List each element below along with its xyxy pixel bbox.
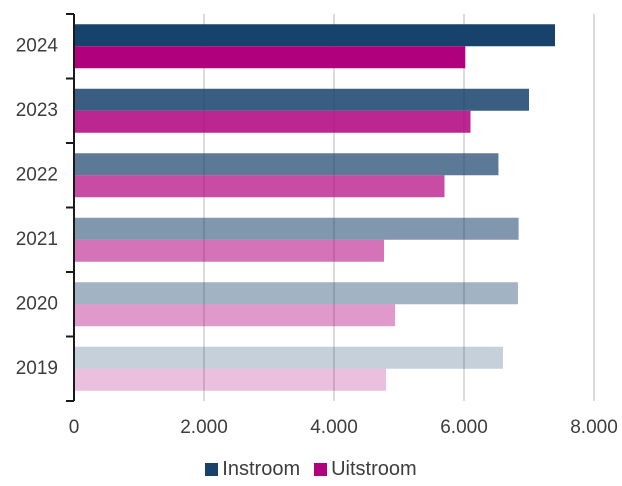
legend-item-instroom[interactable]: Instroom (205, 458, 300, 481)
legend: Instroom Uitstroom (0, 458, 622, 481)
legend-swatch-uitstroom (314, 463, 328, 476)
legend-item-uitstroom[interactable]: Uitstroom (314, 458, 417, 481)
bars (74, 24, 555, 391)
bar-uitstroom-2023 (74, 110, 471, 133)
x-label-3: 6.000 (440, 417, 488, 438)
legend-label-uitstroom: Uitstroom (331, 458, 417, 480)
x-label-1: 2.000 (180, 417, 228, 438)
y-axis (66, 13, 75, 402)
x-label-4: 8.000 (570, 417, 618, 438)
y-label-2022: 2022 (16, 164, 58, 185)
y-label-2020: 2020 (16, 293, 58, 314)
bar-instroom-2024 (74, 24, 555, 47)
bar-uitstroom-2024 (74, 46, 466, 69)
bar-uitstroom-2019 (74, 368, 386, 391)
bar-instroom-2023 (74, 88, 529, 111)
bar-uitstroom-2022 (74, 175, 445, 198)
y-label-2019: 2019 (16, 358, 58, 379)
y-label-2023: 2023 (16, 100, 58, 121)
x-label-0: 0 (69, 417, 80, 438)
y-label-2024: 2024 (16, 35, 59, 56)
bar-instroom-2019 (74, 346, 503, 369)
bar-instroom-2022 (74, 153, 499, 176)
bar-uitstroom-2021 (74, 239, 385, 262)
y-label-2021: 2021 (16, 229, 58, 250)
legend-swatch-instroom (205, 463, 219, 476)
bar-instroom-2021 (74, 217, 519, 240)
gridlines (203, 14, 595, 401)
tick-labels: 2024 2023 2022 2021 2020 2019 0 2.000 4.000 6.000… (16, 35, 618, 438)
x-label-2: 4.000 (310, 417, 358, 438)
bar-instroom-2020 (74, 282, 518, 305)
bar-uitstroom-2020 (74, 304, 396, 327)
legend-label-instroom: Instroom (222, 458, 301, 480)
bar-chart: 2024 2023 2022 2021 2020 2019 0 2.000 4.000 6.000… (16, 13, 618, 438)
